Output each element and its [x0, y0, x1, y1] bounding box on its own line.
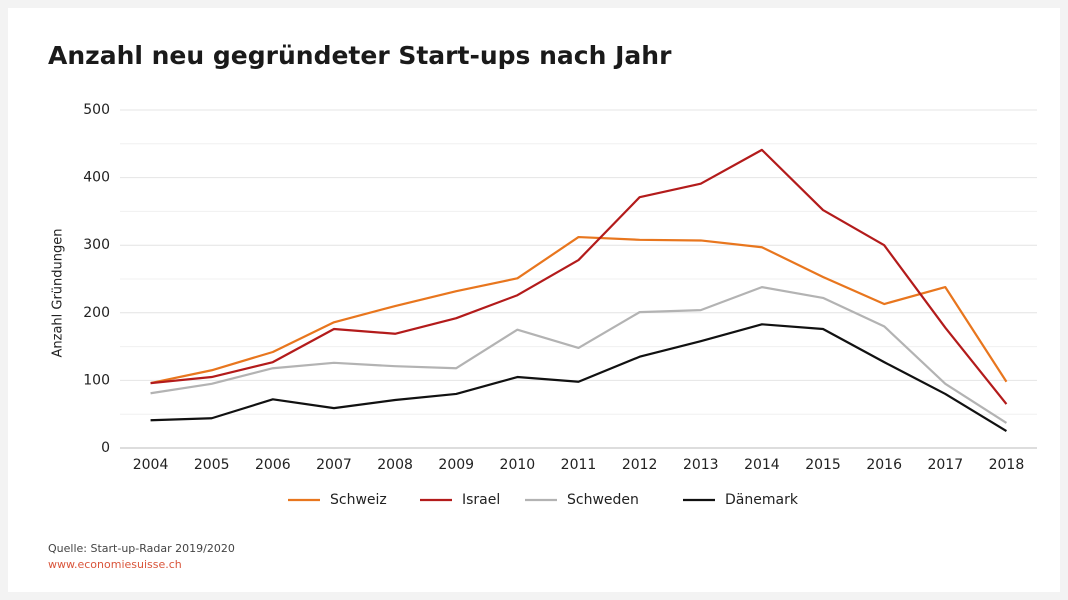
- legend-label: Schweiz: [330, 492, 387, 508]
- series-line: [150, 323, 1008, 433]
- y-tick-label: 300: [83, 237, 110, 253]
- y-tick-label: 100: [83, 372, 110, 388]
- x-tick-label: 2014: [744, 457, 780, 473]
- x-tick-label: 2009: [438, 457, 474, 473]
- x-tick-label: 2011: [561, 457, 597, 473]
- x-tick-label: 2016: [866, 457, 902, 473]
- x-tick-label: 2012: [622, 457, 658, 473]
- x-tick-label: 2017: [927, 457, 963, 473]
- x-tick-label: 2007: [316, 457, 352, 473]
- x-tick-label: 2005: [194, 457, 230, 473]
- series-line: [150, 148, 1008, 405]
- y-tick-label: 500: [83, 102, 110, 118]
- x-tick-label: 2013: [683, 457, 719, 473]
- y-tick-label: 0: [101, 440, 110, 456]
- x-tick-label: 2015: [805, 457, 841, 473]
- series-line: [150, 235, 1008, 385]
- legend-label: Schweden: [567, 492, 639, 508]
- source-url: www.economiesuisse.ch: [48, 558, 182, 571]
- card: [8, 8, 1060, 592]
- y-tick-label: 200: [83, 305, 110, 321]
- chart-title: Anzahl neu gegründeter Start-ups nach Ja…: [48, 41, 672, 70]
- y-tick-label: 400: [83, 170, 110, 186]
- legend-label: Israel: [462, 492, 500, 508]
- x-tick-label: 2010: [500, 457, 536, 473]
- x-tick-label: 2006: [255, 457, 291, 473]
- x-tick-label: 2018: [989, 457, 1025, 473]
- series-line: [150, 286, 1008, 424]
- x-tick-label: 2008: [377, 457, 413, 473]
- x-tick-label: 2004: [133, 457, 169, 473]
- source: Quelle: Start-up-Radar 2019/2020: [48, 542, 235, 555]
- legend-label: Dänemark: [725, 492, 799, 508]
- y-axis-label: Anzahl Gründungen: [51, 228, 66, 357]
